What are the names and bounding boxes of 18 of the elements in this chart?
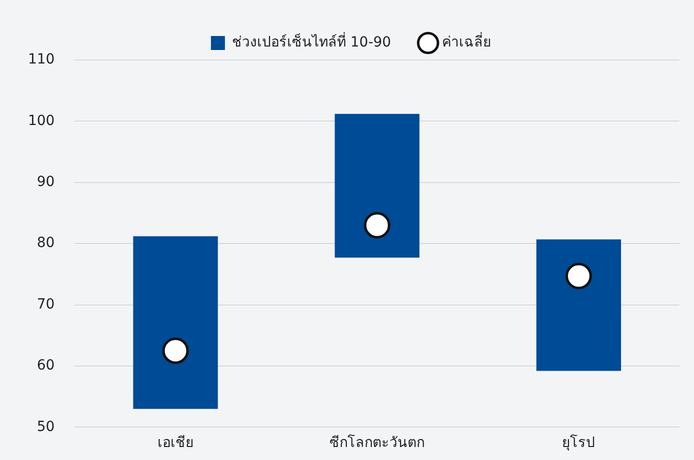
bar: [133, 236, 218, 409]
x-tick-label: ซีกโลกตะวันตก: [330, 434, 425, 452]
y-tick-label: 50: [36, 418, 55, 435]
point: [565, 262, 592, 290]
bar: [536, 239, 622, 371]
bar: [334, 114, 420, 258]
x-tick-label: ยุโรป: [562, 434, 596, 452]
y-tick-label: 70: [36, 296, 55, 312]
point: [162, 337, 189, 364]
point: [364, 212, 390, 238]
y-tick-label: 60: [36, 358, 55, 374]
legend-label: ช่วงเปอร์เซ็นไทล์ที่ 10-90: [232, 32, 392, 51]
legend-label: ค่าเฉลี่ย: [442, 32, 492, 51]
y-tick-label: 80: [36, 235, 55, 252]
x-tick-label: เอเชีย: [158, 435, 194, 452]
y-tick-label: 90: [36, 174, 55, 190]
y-tick-label: 100: [28, 112, 55, 129]
y-tick-label: 110: [28, 52, 55, 68]
